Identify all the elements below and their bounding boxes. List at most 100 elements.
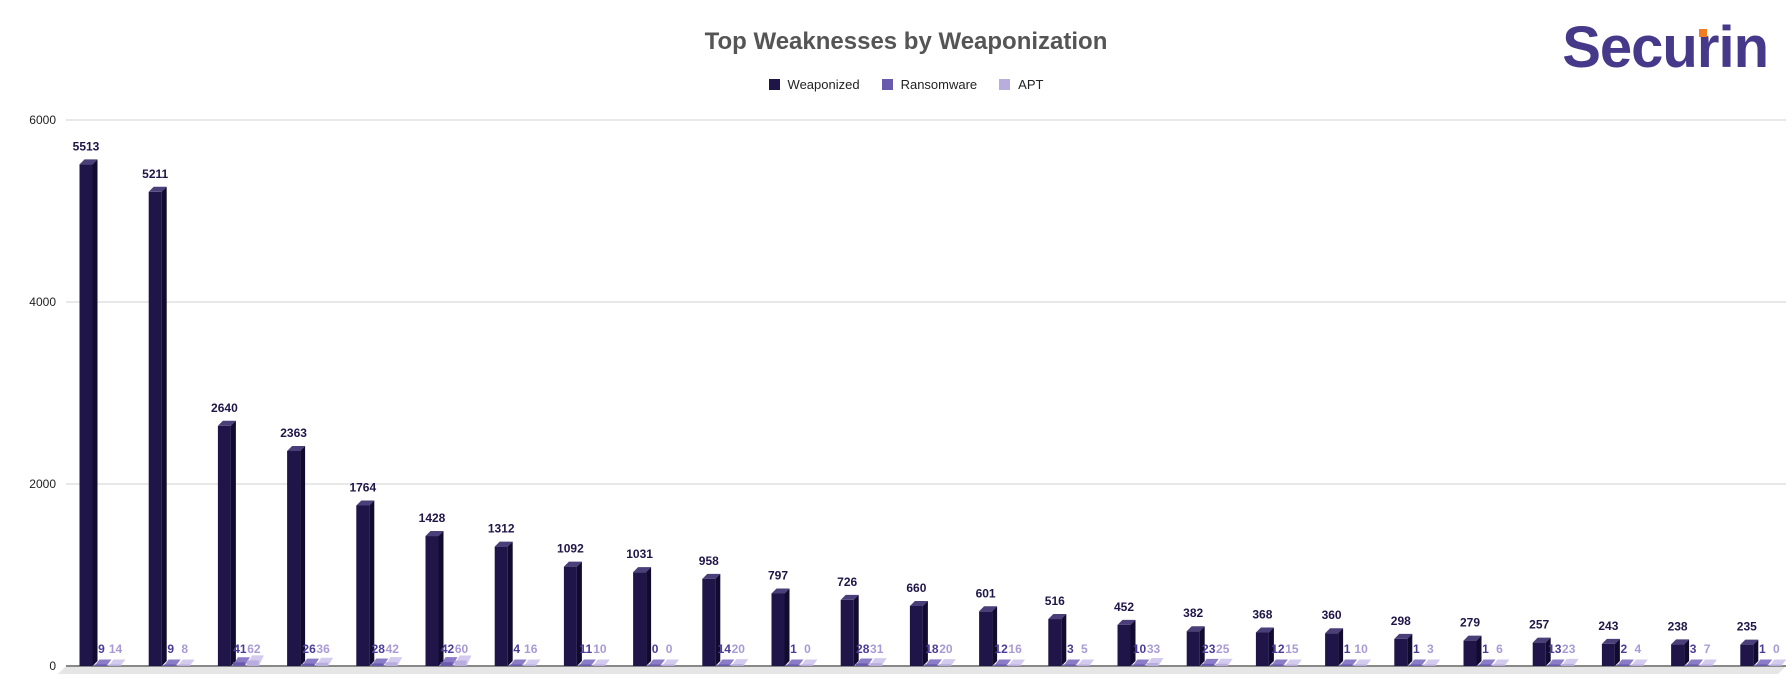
data-label-apt: 4: [1635, 642, 1642, 656]
data-label-ransomware: 3: [1067, 642, 1074, 656]
bar-apt-top: [1284, 659, 1302, 666]
bar-weaponized-side: [161, 186, 167, 666]
bar-weaponized-top: [840, 594, 859, 600]
data-label-apt: 10: [593, 642, 607, 656]
bar-ransomware: [163, 664, 176, 666]
data-label-apt: 60: [455, 642, 469, 656]
bar-weaponized: [702, 578, 716, 666]
bar-ransomware-top: [94, 659, 112, 666]
data-label-weaponized: 1031: [626, 547, 653, 561]
data-label-apt: 20: [939, 642, 953, 656]
bar-weaponized: [633, 572, 647, 666]
data-label-apt: 33: [1147, 642, 1161, 656]
legend-swatch: [881, 79, 893, 90]
bar-weaponized-top: [979, 606, 998, 612]
data-label-weaponized: 660: [906, 581, 926, 595]
bar-ransomware: [717, 664, 730, 666]
data-label-ransomware: 18: [925, 642, 939, 656]
bar-apt: [938, 664, 951, 666]
bar-weaponized: [563, 566, 577, 666]
data-label-ransomware: 9: [98, 642, 105, 656]
bar-weaponized: [79, 164, 93, 666]
bar-weaponized-top: [356, 500, 375, 506]
data-label-apt: 3: [1427, 642, 1434, 656]
data-label-ransomware: 28: [856, 642, 870, 656]
bar-weaponized-side: [300, 445, 306, 666]
data-label-ransomware: 1: [1759, 642, 1766, 656]
data-label-ransomware: 10: [1133, 642, 1147, 656]
bar-ransomware-top: [1063, 659, 1081, 666]
bar-ransomware: [1270, 664, 1283, 666]
data-label-ransomware: 12: [1271, 642, 1285, 656]
data-label-weaponized: 298: [1391, 614, 1411, 628]
data-label-ransomware: 28: [372, 642, 386, 656]
bar-weaponized: [840, 599, 854, 666]
bar-weaponized: [1532, 642, 1546, 666]
bar-ransomware: [786, 664, 799, 666]
bar-weaponized-top: [1048, 614, 1067, 620]
bar-weaponized: [148, 191, 162, 666]
data-label-weaponized: 368: [1252, 608, 1272, 622]
data-label-apt: 25: [1216, 642, 1230, 656]
data-label-weaponized: 452: [1114, 600, 1134, 614]
bar-apt-top: [523, 659, 541, 666]
bar-apt: [1215, 663, 1228, 666]
legend-swatch: [999, 79, 1011, 90]
bar-apt: [1008, 664, 1021, 666]
data-label-ransomware: 42: [441, 642, 455, 656]
data-label-apt: 10: [1354, 642, 1368, 656]
bar-apt-top: [1008, 659, 1026, 666]
data-label-apt: 20: [732, 642, 746, 656]
bar-weaponized-side: [992, 606, 998, 666]
bar-ransomware: [1132, 664, 1145, 666]
data-label-weaponized: 382: [1183, 606, 1203, 620]
bar-weaponized-top: [563, 561, 582, 567]
data-label-ransomware: 4: [513, 642, 520, 656]
bar-apt: [523, 664, 536, 666]
data-label-apt: 16: [1008, 642, 1022, 656]
bar-ransomware: [1063, 664, 1076, 666]
bar-apt: [177, 664, 190, 666]
bar-weaponized: [1394, 638, 1408, 666]
bar-weaponized: [1601, 643, 1615, 666]
y-tick-label: 2000: [29, 477, 56, 491]
bar-ransomware-top: [1409, 659, 1427, 666]
bar-apt-top: [177, 659, 195, 666]
bar-ransomware-top: [163, 659, 181, 666]
bar-weaponized-side: [922, 600, 928, 666]
y-tick-label: 4000: [29, 295, 56, 309]
data-label-ransomware: 0: [652, 642, 659, 656]
bar-weaponized: [1048, 619, 1062, 666]
data-label-apt: 0: [666, 642, 673, 656]
data-label-weaponized: 238: [1668, 619, 1688, 633]
bar-apt: [1700, 664, 1713, 666]
bar-apt: [1492, 664, 1505, 666]
bar-weaponized-side: [1407, 633, 1413, 666]
data-label-weaponized: 360: [1322, 608, 1342, 622]
bar-ransomware-top: [786, 659, 804, 666]
bar-weaponized-side: [576, 561, 582, 666]
legend-label: Weaponized: [787, 77, 860, 92]
bar-weaponized-top: [1740, 639, 1759, 645]
bar-apt: [316, 662, 329, 666]
bar-weaponized-side: [784, 588, 790, 666]
bar-ransomware: [855, 663, 868, 666]
bar-weaponized-top: [1186, 626, 1205, 632]
bar-weaponized-top: [79, 159, 98, 165]
bar-apt-top: [1700, 659, 1718, 666]
bar-weaponized: [979, 611, 993, 666]
data-label-weaponized: 797: [768, 568, 788, 582]
data-label-weaponized: 601: [976, 586, 996, 600]
bar-weaponized: [217, 425, 231, 666]
data-label-ransomware: 9: [167, 642, 174, 656]
bar-apt-top: [1354, 659, 1372, 666]
bar-apt-top: [662, 659, 680, 666]
bar-ransomware-top: [1270, 659, 1288, 666]
bar-ransomware-top: [578, 659, 596, 666]
bar-ransomware: [1686, 664, 1699, 666]
bar-weaponized: [909, 605, 923, 666]
bar-weaponized: [287, 450, 301, 666]
bar-weaponized-side: [1753, 639, 1759, 666]
data-label-weaponized: 2363: [280, 426, 307, 440]
bar-ransomware-top: [1340, 659, 1358, 666]
